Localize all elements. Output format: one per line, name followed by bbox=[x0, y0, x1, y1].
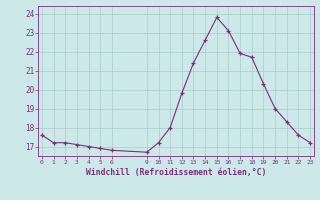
X-axis label: Windchill (Refroidissement éolien,°C): Windchill (Refroidissement éolien,°C) bbox=[86, 168, 266, 177]
